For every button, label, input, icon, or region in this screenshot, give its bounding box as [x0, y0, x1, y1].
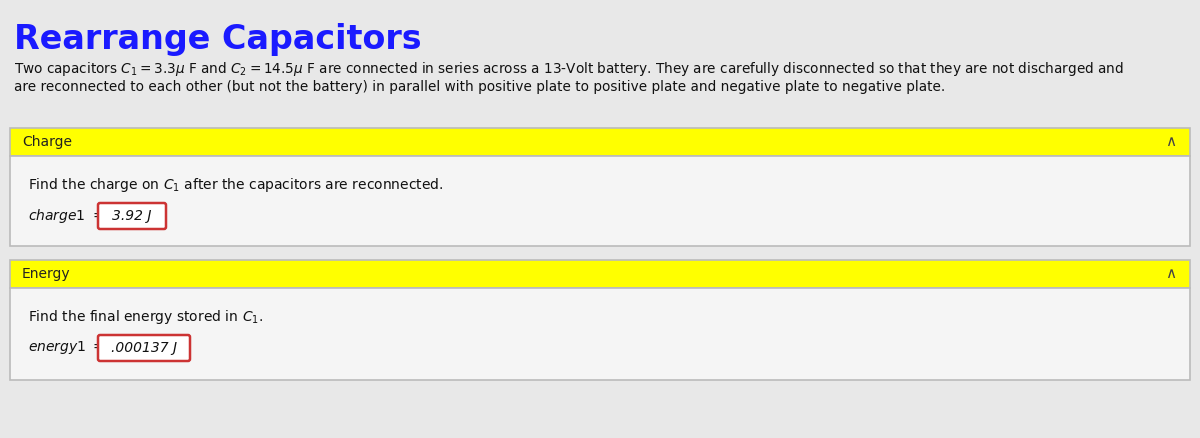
- Text: Find the final energy stored in $C_1$.: Find the final energy stored in $C_1$.: [28, 308, 263, 326]
- FancyBboxPatch shape: [10, 288, 1190, 380]
- Text: Two capacitors $C_1 = 3.3\mu$ F and $C_2 = 14.5\mu$ F are connected in series ac: Two capacitors $C_1 = 3.3\mu$ F and $C_2…: [14, 60, 1124, 78]
- Text: $energy1\ =\ $: $energy1\ =\ $: [28, 339, 104, 357]
- FancyBboxPatch shape: [10, 156, 1190, 246]
- Text: Energy: Energy: [22, 267, 71, 281]
- Text: $charge1\ =\ $: $charge1\ =\ $: [28, 207, 104, 225]
- Text: ∧: ∧: [1165, 266, 1176, 282]
- Text: 3.92 J: 3.92 J: [113, 209, 151, 223]
- Text: Rearrange Capacitors: Rearrange Capacitors: [14, 23, 421, 56]
- FancyBboxPatch shape: [10, 260, 1190, 288]
- Text: .000137 J: .000137 J: [110, 341, 178, 355]
- FancyBboxPatch shape: [98, 335, 190, 361]
- Text: Find the charge on $C_1$ after the capacitors are reconnected.: Find the charge on $C_1$ after the capac…: [28, 176, 444, 194]
- FancyBboxPatch shape: [98, 203, 166, 229]
- Text: ∧: ∧: [1165, 134, 1176, 149]
- FancyBboxPatch shape: [10, 128, 1190, 156]
- Text: Charge: Charge: [22, 135, 72, 149]
- Text: are reconnected to each other (but not the battery) in parallel with positive pl: are reconnected to each other (but not t…: [14, 80, 946, 94]
